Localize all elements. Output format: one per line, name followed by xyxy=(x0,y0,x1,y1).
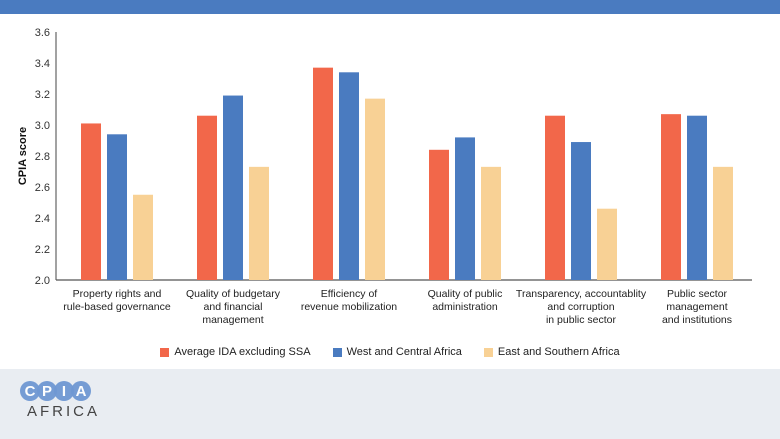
legend: Average IDA excluding SSA West and Centra… xyxy=(0,346,780,358)
y-tick-label: 3.0 xyxy=(35,120,50,132)
y-tick-label: 3.4 xyxy=(35,58,50,70)
legend-item: West and Central Africa xyxy=(332,346,462,358)
x-category-label: Quality of budgetary xyxy=(186,288,281,300)
x-category-label: Public sector xyxy=(667,288,728,300)
y-tick-label: 2.0 xyxy=(35,275,50,287)
bar-3-6 xyxy=(713,166,733,280)
cpia-africa-logo: C P I A AFRICA xyxy=(20,381,100,420)
y-tick-label: 2.2 xyxy=(35,244,50,256)
bar-2-5 xyxy=(571,142,591,280)
bar-3-1 xyxy=(133,194,153,280)
legend-item: Average IDA excluding SSA xyxy=(160,346,311,358)
footer: C P I A AFRICA xyxy=(0,369,780,439)
x-category-label: administration xyxy=(432,301,498,313)
bar-1-6 xyxy=(661,114,681,281)
x-category-label: revenue mobilization xyxy=(301,301,397,313)
bar-2-4 xyxy=(455,137,475,280)
legend-swatch xyxy=(483,347,493,357)
x-category-label: in public sector xyxy=(546,314,617,326)
legend-swatch xyxy=(332,347,342,357)
logo-subtitle: AFRICA xyxy=(27,403,101,420)
bar-1-3 xyxy=(313,67,333,281)
legend-item: East and Southern Africa xyxy=(483,346,620,358)
legend-swatch xyxy=(160,347,170,357)
x-category-label: and institutions xyxy=(662,314,732,326)
legend-label: West and Central Africa xyxy=(346,346,462,358)
top-banner xyxy=(0,0,780,14)
bar-2-2 xyxy=(223,95,243,280)
x-category-label: management xyxy=(666,301,727,313)
y-tick-label: 3.6 xyxy=(35,27,50,39)
x-category-label: Transparency, accountablity xyxy=(516,288,647,300)
y-tick-label: 2.6 xyxy=(35,182,50,194)
logo-letter: C xyxy=(20,381,40,401)
bar-chart: CPIA score 2.0 2.2 2.4 2.6 2.8 3.0 3.2 3.4 3.6 Pr… xyxy=(17,27,752,326)
logo-letter: P xyxy=(37,381,57,401)
bar-3-3 xyxy=(365,98,385,281)
bar-1-1 xyxy=(81,123,101,280)
logo-letter: A xyxy=(71,381,91,401)
x-category-label: Property rights and xyxy=(73,288,162,300)
x-category-label: Quality of public xyxy=(428,288,503,300)
y-tick-label: 2.4 xyxy=(35,213,50,225)
y-tick-label: 3.2 xyxy=(35,89,50,101)
x-category-label: management xyxy=(202,314,263,326)
bar-1-4 xyxy=(429,149,449,280)
x-category-label: and financial xyxy=(204,301,263,313)
bar-2-3 xyxy=(339,72,359,280)
bar-3-2 xyxy=(249,166,269,280)
bar-1-2 xyxy=(197,115,217,280)
bar-3-5 xyxy=(597,208,617,280)
legend-label: East and Southern Africa xyxy=(497,346,620,358)
bar-3-4 xyxy=(481,166,501,280)
legend-label: Average IDA excluding SSA xyxy=(174,346,311,358)
x-category-label: Efficiency of xyxy=(321,288,377,300)
bar-2-1 xyxy=(107,134,127,280)
logo-letter: I xyxy=(54,381,74,401)
bar-2-6 xyxy=(687,115,707,280)
bar-1-5 xyxy=(545,115,565,280)
x-category-label: and corruption xyxy=(547,301,614,313)
y-axis-label: CPIA score xyxy=(17,127,29,185)
y-tick-label: 2.8 xyxy=(35,151,50,163)
x-category-label: rule-based governance xyxy=(63,301,171,313)
